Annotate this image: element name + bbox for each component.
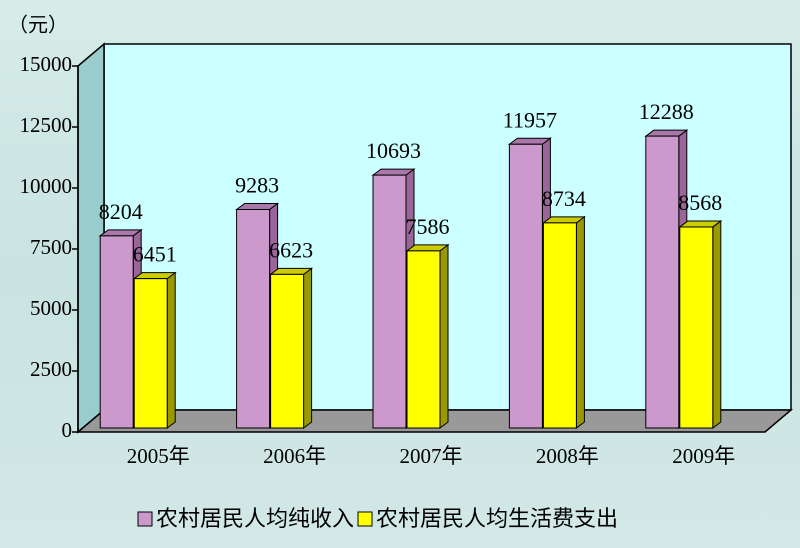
y-tick-label: 12500: [20, 113, 73, 137]
x-tick-label: 2008年: [536, 444, 599, 468]
y-tick-label: 2500: [30, 357, 72, 381]
bar-face: [712, 219, 722, 429]
bar-face: [679, 226, 714, 429]
bar-face: [236, 208, 271, 429]
x-tick-label: 2005年: [127, 444, 190, 468]
value-label: 11957: [503, 107, 557, 132]
bar: [405, 243, 450, 429]
bar-face: [406, 250, 441, 429]
legend-swatch: [357, 511, 373, 527]
bar: [678, 219, 723, 429]
value-label: 8568: [678, 190, 722, 215]
bar-face: [575, 215, 585, 429]
bar-face: [542, 222, 577, 429]
bar-face: [507, 137, 552, 145]
bar-face: [645, 135, 680, 429]
bar-face: [303, 267, 313, 429]
x-tick-label: 2006年: [263, 444, 326, 468]
bar-face: [166, 271, 176, 429]
bar-face: [678, 220, 723, 228]
y-axis-label: （元）: [8, 13, 68, 37]
bar: [269, 267, 314, 429]
bar-face: [270, 273, 305, 429]
legend-label: 农村居民人均纯收入: [156, 507, 354, 532]
bar-face: [541, 216, 586, 224]
x-tick-label: 2007年: [400, 444, 463, 468]
value-label: 12288: [639, 99, 694, 124]
bar-face: [644, 129, 689, 137]
bar-face: [99, 235, 134, 429]
bar-face: [269, 267, 314, 275]
legend-label: 农村居民人均生活费支出: [376, 507, 618, 532]
bar-face: [508, 143, 543, 429]
bar-face: [235, 202, 280, 210]
bar-face: [439, 243, 449, 429]
value-label: 6623: [269, 237, 313, 262]
y-tick-label: 15000: [20, 52, 73, 76]
bar: [132, 271, 177, 429]
bar-face: [132, 272, 177, 280]
value-label: 10693: [366, 138, 421, 163]
y-tick-label: 0: [62, 418, 73, 442]
y-tick-label: 5000: [30, 296, 72, 320]
bar-face: [133, 278, 168, 429]
legend-swatch: [137, 511, 153, 527]
value-label: 8204: [99, 199, 143, 224]
x-tick-label: 2009年: [672, 444, 735, 468]
bar-face: [372, 174, 407, 429]
bar-face: [371, 168, 416, 176]
value-label: 9283: [235, 173, 279, 198]
value-label: 6451: [133, 242, 177, 267]
y-tick-label: 10000: [20, 174, 73, 198]
y-tick-label: 7500: [30, 235, 72, 259]
value-label: 7586: [406, 214, 450, 239]
bar-face: [98, 229, 143, 237]
bar-face: [405, 244, 450, 252]
bar: [541, 215, 586, 429]
value-label: 8734: [542, 186, 586, 211]
